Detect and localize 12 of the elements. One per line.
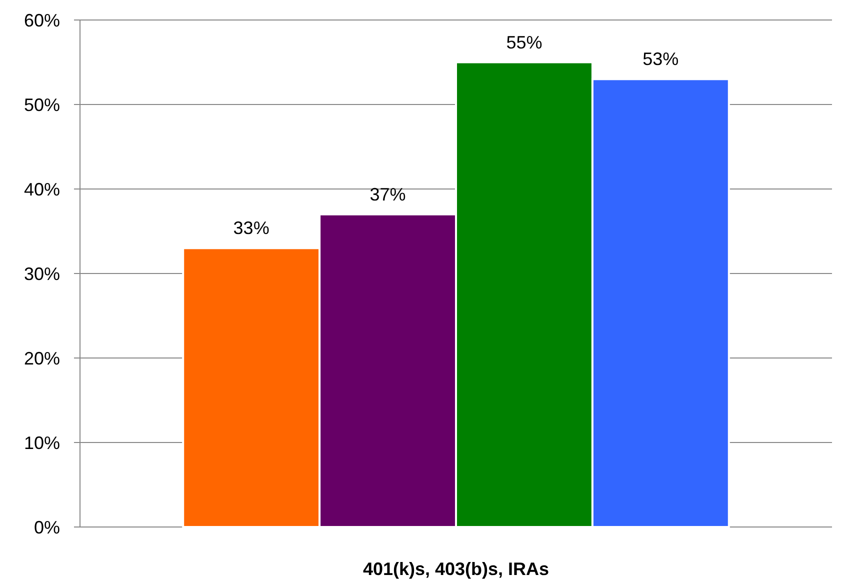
y-tick-label: 40%: [24, 179, 60, 200]
data-label: 55%: [506, 32, 542, 52]
y-tick-label: 10%: [24, 432, 60, 453]
data-label: 37%: [370, 184, 406, 204]
y-tick-label: 0%: [34, 517, 60, 538]
data-label: 53%: [642, 49, 679, 70]
x-tick-label: 401(k)s, 403(b)s, IRAs: [362, 559, 550, 579]
y-tick-label: 50%: [24, 94, 60, 115]
y-tick-label: 30%: [24, 264, 60, 284]
y-tick-label: 60%: [24, 10, 60, 30]
y-tick-label: 20%: [24, 348, 60, 368]
data-label: 33%: [233, 218, 270, 238]
